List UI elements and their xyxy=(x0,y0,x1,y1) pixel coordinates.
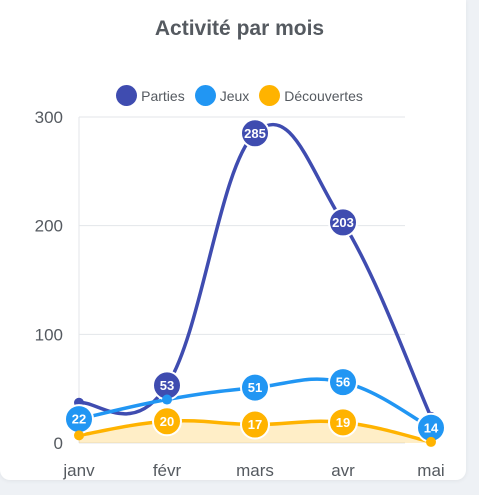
data-label: 203 xyxy=(332,215,354,230)
data-point xyxy=(240,409,270,440)
data-label: 56 xyxy=(336,375,350,390)
data-label: 53 xyxy=(160,378,174,393)
y-tick-label: 200 xyxy=(35,217,63,236)
data-point xyxy=(240,372,270,403)
data-label: 285 xyxy=(244,126,266,141)
legend-swatch-decouvertes xyxy=(259,85,281,106)
data-point xyxy=(152,406,182,437)
data-point xyxy=(426,436,436,447)
legend-item-jeux[interactable]: Jeux xyxy=(194,85,250,106)
data-point xyxy=(328,407,358,438)
x-tick-label: janv xyxy=(62,461,95,480)
chart-title: Activité par mois xyxy=(154,17,325,40)
y-tick-label: 300 xyxy=(35,108,63,127)
legend-swatch-jeux xyxy=(194,85,216,106)
data-point xyxy=(74,430,84,441)
x-tick-label: avr xyxy=(331,461,355,480)
data-point xyxy=(328,207,358,238)
data-label: 20 xyxy=(160,414,174,429)
legend-label-parties: Parties xyxy=(141,87,185,104)
legend-item-parties[interactable]: Parties xyxy=(116,85,185,106)
data-label: 51 xyxy=(248,380,262,395)
y-tick-label: 0 xyxy=(54,434,63,453)
chart-legend: Parties Jeux Découvertes xyxy=(0,85,479,106)
legend-label-decouvertes: Découvertes xyxy=(284,87,363,104)
x-tick-label: mai xyxy=(417,461,444,480)
data-label: 14 xyxy=(424,420,439,435)
data-point xyxy=(328,367,358,398)
data-point xyxy=(240,118,270,149)
data-point xyxy=(162,394,172,405)
legend-label-jeux: Jeux xyxy=(219,87,250,104)
y-tick-label: 100 xyxy=(35,325,63,344)
x-tick-label: févr xyxy=(153,461,182,480)
legend-item-decouvertes[interactable]: Découvertes xyxy=(259,85,363,106)
data-label: 22 xyxy=(72,412,86,427)
x-tick-label: mars xyxy=(236,461,274,480)
legend-swatch-parties xyxy=(116,85,138,106)
data-label: 19 xyxy=(336,415,350,430)
data-label: 17 xyxy=(248,417,262,432)
